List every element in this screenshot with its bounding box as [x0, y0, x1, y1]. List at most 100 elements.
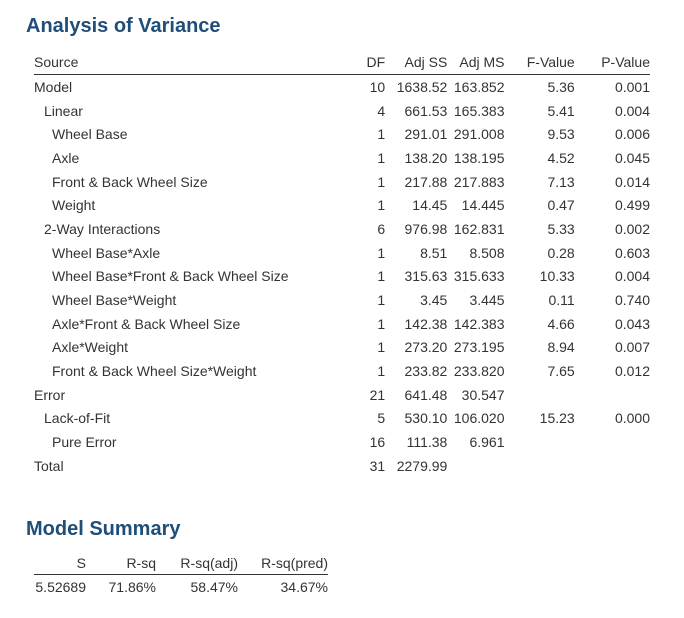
cell-adj-ms: 165.383 [453, 102, 505, 119]
cell-df: 1 [377, 126, 386, 143]
cell-adj-ms [447, 454, 504, 478]
anova-body: Model 10 1638.52 163.852 5.36 0.001 Linear 4 661… [34, 75, 650, 478]
cell-f-value [505, 383, 575, 407]
cell-f-value: 7.13 [547, 173, 575, 190]
cell-f-value: 7.65 [547, 363, 575, 380]
table-row: Error 21 641.48 30.547 [34, 383, 650, 407]
cell-df: 6 [377, 220, 386, 237]
cell-adj-ss: 273.20 [404, 339, 448, 356]
cell-p-value: 0.001 [614, 78, 650, 95]
cell-df: 1 [377, 363, 386, 380]
value-r-sq-adj: 58.47% [190, 579, 238, 595]
cell-adj-ss: 1638.52 [396, 78, 448, 95]
cell-source: Wheel Base*Front & Back Wheel Size [52, 268, 289, 285]
cell-df: 1 [377, 244, 386, 261]
cell-adj-ms: 3.445 [469, 292, 505, 309]
cell-adj-ms: 162.831 [453, 220, 505, 237]
anova-title: Analysis of Variance [26, 15, 221, 37]
cell-df: 16 [369, 434, 386, 451]
cell-source: Lack-of-Fit [44, 410, 111, 427]
cell-source: Total [34, 457, 64, 474]
cell-source: 2-Way Interactions [44, 220, 161, 237]
cell-p-value: 0.045 [614, 149, 650, 166]
cell-p-value [575, 383, 650, 407]
table-row: Front & Back Wheel Size 1 217.88 217.883 7.1… [34, 170, 650, 194]
cell-adj-ms: 106.020 [453, 410, 505, 427]
table-row: 2-Way Interactions 6 976.98 162.831 5.33 0.00… [34, 217, 650, 241]
cell-p-value: 0.004 [614, 102, 650, 119]
header-adj-ss: Adj SS [389, 50, 448, 75]
cell-adj-ms: 233.820 [453, 363, 505, 380]
cell-p-value: 0.007 [614, 339, 650, 356]
cell-df: 1 [377, 268, 386, 285]
cell-f-value: 5.36 [547, 78, 575, 95]
cell-p-value: 0.603 [614, 244, 650, 261]
cell-adj-ms: 163.852 [453, 78, 505, 95]
value-r-sq-pred: 34.67% [280, 579, 328, 595]
cell-source: Front & Back Wheel Size*Weight [52, 363, 257, 380]
cell-df: 5 [377, 410, 386, 427]
cell-p-value: 0.740 [614, 292, 650, 309]
cell-f-value: 5.41 [547, 102, 575, 119]
model-summary-table: S R-sq R-sq(adj) R-sq(pred) 5.52689 71.8… [34, 552, 328, 599]
cell-p-value: 0.014 [614, 173, 650, 190]
cell-adj-ss: 138.20 [404, 149, 448, 166]
cell-df: 1 [377, 149, 386, 166]
cell-df: 10 [369, 78, 386, 95]
cell-adj-ss: 8.51 [420, 244, 448, 261]
cell-adj-ss: 2279.99 [396, 457, 448, 474]
cell-f-value: 9.53 [547, 126, 575, 143]
table-row: Axle*Weight 1 273.20 273.195 8.94 0.007 [34, 336, 650, 360]
cell-adj-ss: 142.38 [404, 315, 448, 332]
cell-adj-ss: 641.48 [404, 386, 448, 403]
cell-f-value: 5.33 [547, 220, 575, 237]
cell-p-value: 0.006 [614, 126, 650, 143]
cell-adj-ss: 291.01 [404, 126, 448, 143]
header-f-value: F-Value [504, 50, 575, 75]
table-row: Wheel Base*Axle 1 8.51 8.508 0.28 0.603 [34, 241, 650, 265]
cell-f-value: 15.23 [539, 410, 575, 427]
cell-f-value [505, 430, 575, 454]
header-adj-ms: Adj MS [447, 50, 505, 75]
cell-source: Wheel Base*Axle [52, 244, 161, 261]
header-df: DF [349, 50, 390, 75]
cell-df: 1 [377, 197, 386, 214]
cell-p-value: 0.000 [614, 410, 650, 427]
cell-f-value [505, 454, 575, 478]
header-r-sq: R-sq [86, 552, 156, 575]
cell-p-value [575, 430, 650, 454]
table-row: Lack-of-Fit 5 530.10 106.020 15.23 0.000 [34, 407, 650, 431]
value-r-sq: 71.86% [108, 579, 156, 595]
cell-df: 4 [377, 102, 386, 119]
anova-table: Source DF Adj SS Adj MS F-Value P-Value … [34, 50, 650, 478]
summary-row: 5.52689 71.86% 58.47% 34.67% [34, 575, 328, 600]
table-row: Wheel Base*Weight 1 3.45 3.445 0.11 0.740 [34, 288, 650, 312]
cell-f-value: 0.11 [548, 292, 575, 309]
cell-df: 1 [377, 339, 386, 356]
table-row: Total 31 2279.99 [34, 454, 650, 478]
cell-f-value: 0.28 [547, 244, 575, 261]
cell-adj-ms: 315.633 [453, 268, 505, 285]
cell-f-value: 8.94 [547, 339, 575, 356]
cell-p-value: 0.499 [614, 197, 650, 214]
cell-source: Axle*Front & Back Wheel Size [52, 315, 241, 332]
summary-header-row: S R-sq R-sq(adj) R-sq(pred) [34, 552, 328, 575]
cell-adj-ms: 138.195 [453, 149, 505, 166]
table-row: Pure Error 16 111.38 6.961 [34, 430, 650, 454]
cell-p-value: 0.043 [614, 315, 650, 332]
cell-source: Wheel Base*Weight [52, 292, 177, 309]
table-row: Front & Back Wheel Size*Weight 1 233.82 233… [34, 359, 650, 383]
cell-df: 1 [377, 292, 386, 309]
header-source: Source [34, 50, 350, 75]
cell-adj-ms: 142.383 [453, 315, 505, 332]
cell-adj-ms: 273.195 [453, 339, 505, 356]
header-r-sq-pred: R-sq(pred) [238, 552, 328, 575]
table-row: Weight 1 14.45 14.445 0.47 0.499 [34, 193, 650, 217]
value-s: 5.52689 [35, 579, 86, 595]
cell-source: Model [34, 78, 73, 95]
cell-adj-ss: 661.53 [404, 102, 448, 119]
cell-df: 1 [377, 315, 386, 332]
cell-adj-ss: 976.98 [404, 220, 448, 237]
cell-source: Front & Back Wheel Size [52, 173, 208, 190]
table-row: Wheel Base*Front & Back Wheel Size 1 315.6… [34, 265, 650, 289]
